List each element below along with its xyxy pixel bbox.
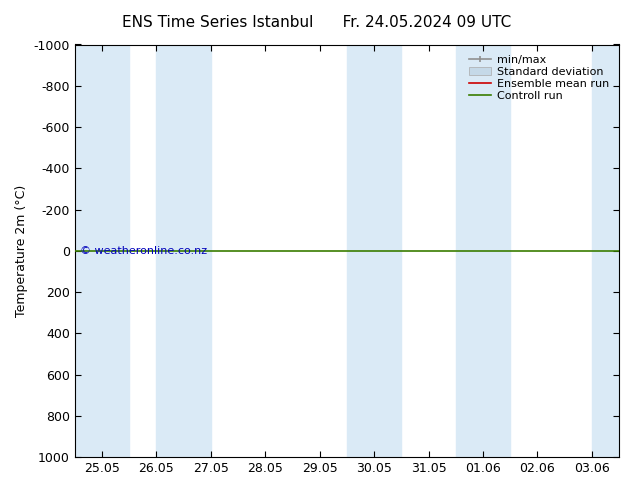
Bar xyxy=(592,45,619,457)
Bar xyxy=(347,45,401,457)
Bar xyxy=(157,45,211,457)
Legend: min/max, Standard deviation, Ensemble mean run, Controll run: min/max, Standard deviation, Ensemble me… xyxy=(465,50,614,106)
Bar xyxy=(75,45,129,457)
Text: © weatheronline.co.nz: © weatheronline.co.nz xyxy=(81,246,207,256)
Y-axis label: Temperature 2m (°C): Temperature 2m (°C) xyxy=(15,185,28,317)
Text: ENS Time Series Istanbul      Fr. 24.05.2024 09 UTC: ENS Time Series Istanbul Fr. 24.05.2024 … xyxy=(122,15,512,30)
Bar xyxy=(456,45,510,457)
